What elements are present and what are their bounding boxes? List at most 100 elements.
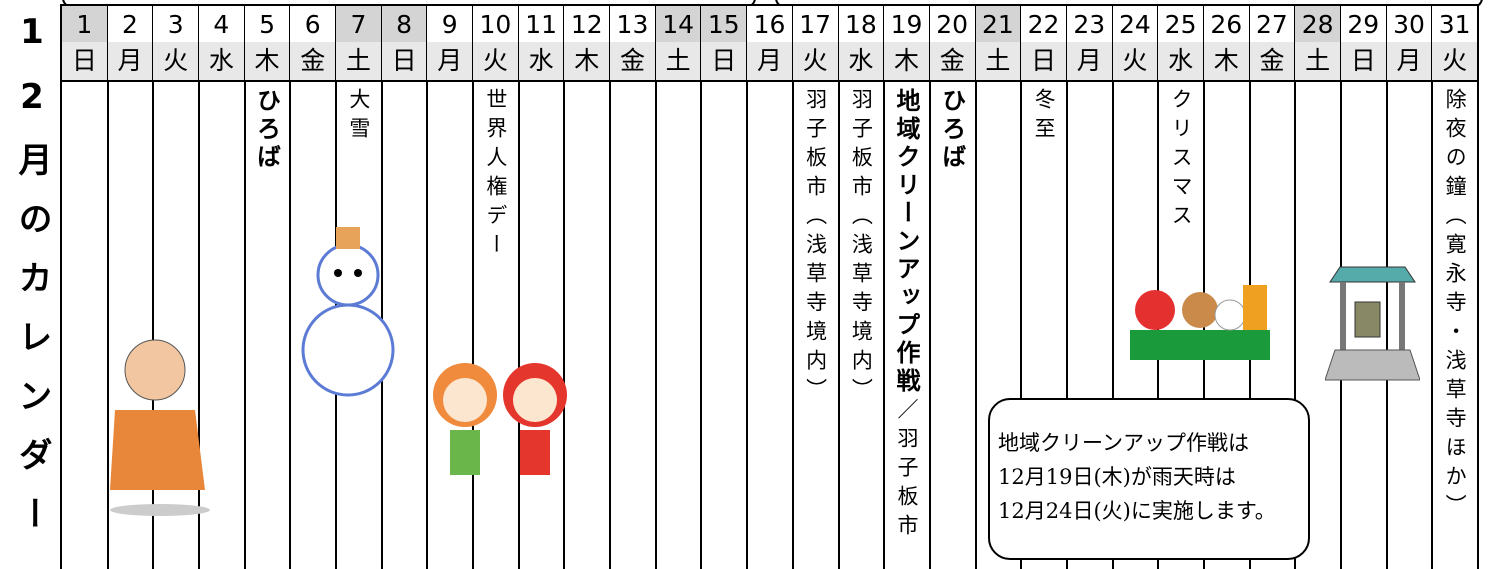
column-line	[517, 80, 520, 569]
column-line	[289, 80, 292, 569]
weekday-cell: 土	[336, 42, 383, 82]
event-text: 除夜の鐘（寛永寺・浅草寺ほか）	[1443, 88, 1468, 523]
weekday-cell: 火	[1112, 42, 1160, 82]
event-text: 冬至	[1032, 88, 1057, 146]
weekday-cell: 水	[1158, 42, 1205, 82]
event-text: 地域クリーンアップ作戦	[892, 88, 921, 396]
weekday-cell: 金	[1249, 42, 1297, 82]
date-cell: 29	[1340, 4, 1388, 44]
date-cell: 20	[929, 4, 977, 44]
column-line	[974, 80, 977, 569]
weekday-cell: 水	[518, 42, 566, 82]
column-line	[837, 80, 840, 569]
column-line	[563, 80, 566, 569]
weekday-cell: 月	[1066, 42, 1114, 82]
date-cell: 27	[1249, 4, 1297, 44]
weekday-cell: 日	[1021, 42, 1068, 82]
column-line	[928, 80, 931, 569]
column-line	[791, 80, 794, 569]
column-line	[609, 80, 612, 569]
date-cell: 30	[1386, 4, 1434, 44]
date-cell: 17	[792, 4, 840, 44]
column-line	[1020, 80, 1023, 569]
column-line	[243, 80, 246, 569]
snowman-illustration	[301, 227, 395, 397]
note-line: 12月24日(火)に実施します。	[998, 499, 1276, 523]
date-cell: 19	[884, 4, 931, 44]
weekday-cell: 水	[838, 42, 886, 82]
event-text: ひろば	[252, 88, 281, 172]
weekday-cell: 火	[1432, 42, 1479, 82]
date-cell: 23	[1066, 4, 1114, 44]
date-cell: 15	[701, 4, 749, 44]
event-text: ひろば	[937, 88, 966, 172]
date-cell: 5	[244, 4, 292, 44]
note-line: 地域クリーンアップ作戦は	[998, 431, 1249, 455]
date-cell: 13	[610, 4, 657, 44]
column-line	[152, 80, 155, 569]
date-cell: 3	[153, 4, 201, 44]
column-line	[1431, 80, 1434, 569]
event-text: 羽子板市（浅草寺境内）	[803, 88, 828, 407]
note-line: 12月19日(木)が雨天時は	[998, 465, 1236, 489]
date-cell: 26	[1203, 4, 1251, 44]
weekday-cell: 水	[199, 42, 246, 82]
event-text: 世界人権デー	[483, 88, 508, 262]
date-cell: 18	[838, 4, 886, 44]
column-line	[746, 80, 749, 569]
christmas-illustration	[1130, 285, 1270, 360]
date-cell: 31	[1432, 4, 1479, 44]
date-cell: 4	[199, 4, 246, 44]
column-line	[1385, 80, 1388, 569]
mascot-illustration	[433, 363, 567, 475]
column-line	[106, 80, 109, 569]
date-cell: 24	[1112, 4, 1160, 44]
date-cell: 28	[1295, 4, 1342, 44]
date-cell: 8	[381, 4, 429, 44]
weekday-cell: 月	[1386, 42, 1434, 82]
weekday-cell: 日	[701, 42, 749, 82]
weekday-cell: 日	[62, 42, 109, 82]
date-cell: 9	[427, 4, 475, 44]
weekday-cell: 木	[244, 42, 292, 82]
weekday-cell: 金	[290, 42, 338, 82]
weekday-cell: 月	[427, 42, 475, 82]
date-cell: 22	[1021, 4, 1068, 44]
date-cell: 21	[975, 4, 1023, 44]
column-line	[654, 80, 657, 569]
weekday-cell: 火	[473, 42, 520, 82]
event-text: 大雪	[346, 88, 371, 146]
date-cell: 16	[747, 4, 794, 44]
weekday-cell: 土	[975, 42, 1023, 82]
date-cell: 25	[1158, 4, 1205, 44]
column-line	[426, 80, 429, 569]
weekday-cell: 月	[747, 42, 794, 82]
date-cell: 2	[107, 4, 155, 44]
column-line	[472, 80, 475, 569]
bell-illustration	[1325, 266, 1420, 381]
weekday-cell: 日	[381, 42, 429, 82]
column-line	[700, 80, 703, 569]
column-line	[198, 80, 201, 569]
column-line	[1065, 80, 1068, 569]
weekday-cell: 火	[153, 42, 201, 82]
weekday-cell: 木	[564, 42, 612, 82]
weekday-cell: 木	[1203, 42, 1251, 82]
weekday-cell: 火	[792, 42, 840, 82]
weekday-cell: 金	[610, 42, 657, 82]
calendar-title: 12月のカレンダー	[12, 12, 52, 555]
note-box: 地域クリーンアップ作戦は 12月19日(木)が雨天時は 12月24日(火)に実施しま…	[988, 398, 1310, 560]
column-line	[1111, 80, 1114, 569]
weekday-cell: 月	[107, 42, 155, 82]
left-border	[60, 4, 62, 569]
date-cell: 7	[336, 4, 383, 44]
column-line	[883, 80, 886, 569]
weekday-cell: 土	[1295, 42, 1342, 82]
date-cell: 11	[518, 4, 566, 44]
event-text: 羽子板市（浅草寺境内）	[849, 88, 874, 407]
weekday-cell: 金	[929, 42, 977, 82]
event-text: クリスマス	[1169, 88, 1194, 233]
date-cell: 12	[564, 4, 612, 44]
column-line	[1477, 80, 1479, 569]
